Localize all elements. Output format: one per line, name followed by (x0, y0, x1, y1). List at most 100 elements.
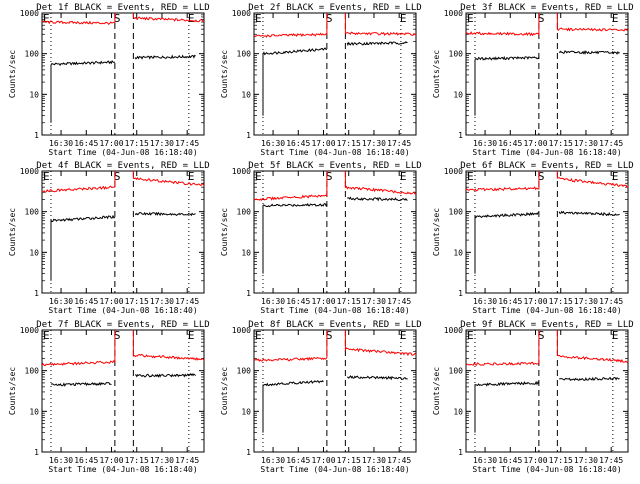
y-tick-label: 1 (458, 289, 463, 298)
lld-series-line (41, 171, 116, 193)
start-marker-label: S (114, 12, 121, 25)
y-tick-label: 100 (237, 208, 252, 217)
x-tick-label: 16:30 (473, 456, 497, 465)
events-series-line (474, 380, 540, 433)
events-series-line (559, 376, 620, 381)
y-tick-label: 1 (246, 289, 251, 298)
x-tick-label: 17:45 (387, 456, 411, 465)
x-tick-label: 16:30 (49, 297, 73, 306)
panel-title: Det 8f BLACK = Events, RED = LLD (248, 320, 421, 330)
x-tick-label: 17:15 (337, 456, 361, 465)
lld-series-line (41, 13, 116, 26)
x-tick-label: 17:15 (549, 139, 573, 148)
x-tick-label: 17:30 (150, 456, 174, 465)
lld-series-line (253, 13, 328, 38)
end-marker-label: E (467, 170, 474, 183)
x-tick-label: 17:30 (150, 139, 174, 148)
detector-panel: Det 3f BLACK = Events, RED = LLD 1 10 100 10… (432, 3, 634, 157)
plot-frame (41, 170, 205, 294)
detector-panel: Det 2f BLACK = Events, RED = LLD 1 10 100 10… (220, 3, 422, 157)
start-marker-label: S (326, 329, 333, 342)
end-marker-label: E (467, 329, 474, 342)
x-tick-label: 17:15 (549, 456, 573, 465)
detector-panel: Det 7f BLACK = Events, RED = LLD 1 10 100 10… (8, 320, 210, 474)
x-tick-label: 17:30 (362, 297, 386, 306)
x-tick-label: 16:45 (498, 297, 522, 306)
x-tick-label: 16:45 (74, 456, 98, 465)
x-tick-label: 17:45 (175, 139, 199, 148)
x-tick-label: 16:30 (473, 297, 497, 306)
events-series-line (262, 47, 327, 116)
events-series-line (474, 211, 539, 274)
y-tick-label: 1000 (444, 167, 463, 176)
events-series-line (50, 214, 116, 281)
y-axis-label: Counts/sec (432, 367, 441, 415)
lld-series-line (465, 13, 540, 37)
lld-series-line (132, 330, 205, 361)
x-tick-label: 17:15 (125, 456, 149, 465)
plot-frame (465, 170, 629, 294)
y-tick-label: 10 (453, 90, 463, 99)
x-tick-label: 17:00 (99, 456, 123, 465)
y-axis-label: Counts/sec (432, 50, 441, 98)
start-marker-label: S (114, 170, 121, 183)
end-marker-label: E (400, 329, 407, 342)
detector-panel: Det 8f BLACK = Events, RED = LLD 1 10 100 10… (220, 320, 422, 474)
events-series-line (262, 380, 324, 433)
x-tick-label: 17:00 (311, 297, 335, 306)
end-marker-label: E (188, 12, 195, 25)
lld-series-line (556, 330, 629, 364)
lld-series-line (253, 171, 328, 202)
y-tick-label: 1000 (20, 9, 39, 18)
events-series-line (558, 50, 620, 55)
y-tick-label: 1 (246, 131, 251, 140)
x-tick-label: 17:00 (99, 297, 123, 306)
y-axis-label: Counts/sec (220, 367, 229, 415)
y-axis-label: Counts/sec (8, 208, 17, 256)
lld-series-line (132, 13, 205, 23)
y-tick-label: 100 (25, 50, 40, 59)
x-axis-label: Start Time (04-Jun-08 16:18:40) (48, 306, 197, 315)
x-axis-label: Start Time (04-Jun-08 16:18:40) (472, 465, 621, 474)
x-tick-label: 16:45 (286, 456, 310, 465)
events-series-line (134, 54, 196, 60)
y-tick-label: 1 (458, 131, 463, 140)
x-tick-label: 16:30 (49, 456, 73, 465)
start-marker-label: S (538, 329, 545, 342)
x-tick-label: 17:45 (387, 139, 411, 148)
x-tick-label: 16:30 (49, 139, 73, 148)
start-marker-label: S (538, 170, 545, 183)
x-tick-label: 17:30 (574, 139, 598, 148)
y-tick-label: 100 (449, 367, 464, 376)
x-tick-label: 16:45 (74, 139, 98, 148)
x-tick-label: 17:00 (311, 456, 335, 465)
x-tick-label: 17:45 (599, 139, 623, 148)
panel-title: Det 2f BLACK = Events, RED = LLD (248, 3, 421, 13)
x-tick-label: 16:30 (261, 139, 285, 148)
end-marker-label: E (612, 170, 619, 183)
x-tick-label: 17:00 (523, 456, 547, 465)
events-series-line (346, 41, 408, 47)
y-tick-label: 1000 (20, 167, 39, 176)
lld-series-line (556, 13, 629, 32)
end-marker-label: E (255, 12, 262, 25)
plot-frame (465, 12, 629, 136)
y-tick-label: 10 (29, 248, 39, 257)
y-axis-label: Counts/sec (220, 50, 229, 98)
plot-frame (465, 329, 629, 453)
lld-series-line (465, 171, 540, 192)
events-series-line (558, 210, 620, 217)
end-marker-label: E (255, 170, 262, 183)
end-marker-label: E (188, 170, 195, 183)
lld-series-line (253, 330, 328, 362)
panel-title: Det 1f BLACK = Events, RED = LLD (36, 3, 209, 13)
end-marker-label: E (255, 329, 262, 342)
y-tick-label: 1 (246, 448, 251, 457)
lld-series-line (41, 330, 116, 367)
x-tick-label: 16:30 (261, 456, 285, 465)
end-marker-label: E (43, 170, 50, 183)
x-axis-label: Start Time (04-Jun-08 16:18:40) (260, 465, 409, 474)
x-tick-label: 17:30 (362, 139, 386, 148)
